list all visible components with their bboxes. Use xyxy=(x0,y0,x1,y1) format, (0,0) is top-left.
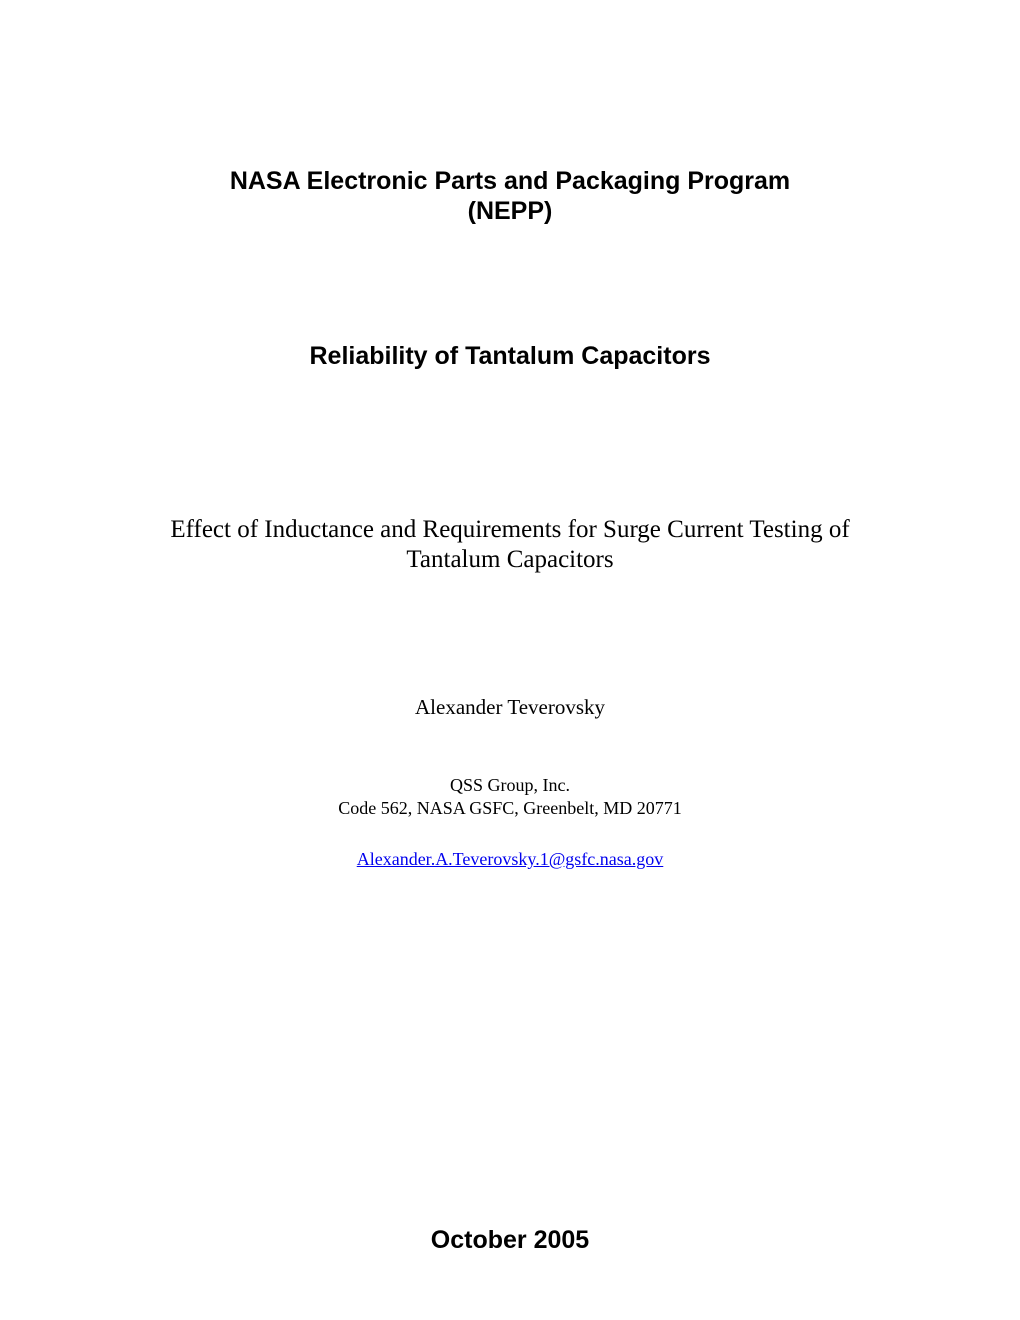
subtitle-line1: Effect of Inductance and Requirements fo… xyxy=(100,515,920,545)
email-link[interactable]: Alexander.A.Teverovsky.1@gsfc.nasa.gov xyxy=(357,849,664,869)
program-title-line1: NASA Electronic Parts and Packaging Prog… xyxy=(100,166,920,196)
subtitle-line2: Tantalum Capacitors xyxy=(100,545,920,575)
affiliation-address: Code 562, NASA GSFC, Greenbelt, MD 20771 xyxy=(100,797,920,820)
affiliation: QSS Group, Inc. Code 562, NASA GSFC, Gre… xyxy=(100,774,920,821)
email-container: Alexander.A.Teverovsky.1@gsfc.nasa.gov xyxy=(100,849,920,870)
program-title-line2: (NEPP) xyxy=(100,196,920,226)
subtitle: Effect of Inductance and Requirements fo… xyxy=(100,515,920,575)
affiliation-org: QSS Group, Inc. xyxy=(100,774,920,797)
section-title: Reliability of Tantalum Capacitors xyxy=(100,342,920,371)
author: Alexander Teverovsky xyxy=(100,695,920,720)
date: October 2005 xyxy=(100,1226,920,1255)
program-title: NASA Electronic Parts and Packaging Prog… xyxy=(100,166,920,226)
